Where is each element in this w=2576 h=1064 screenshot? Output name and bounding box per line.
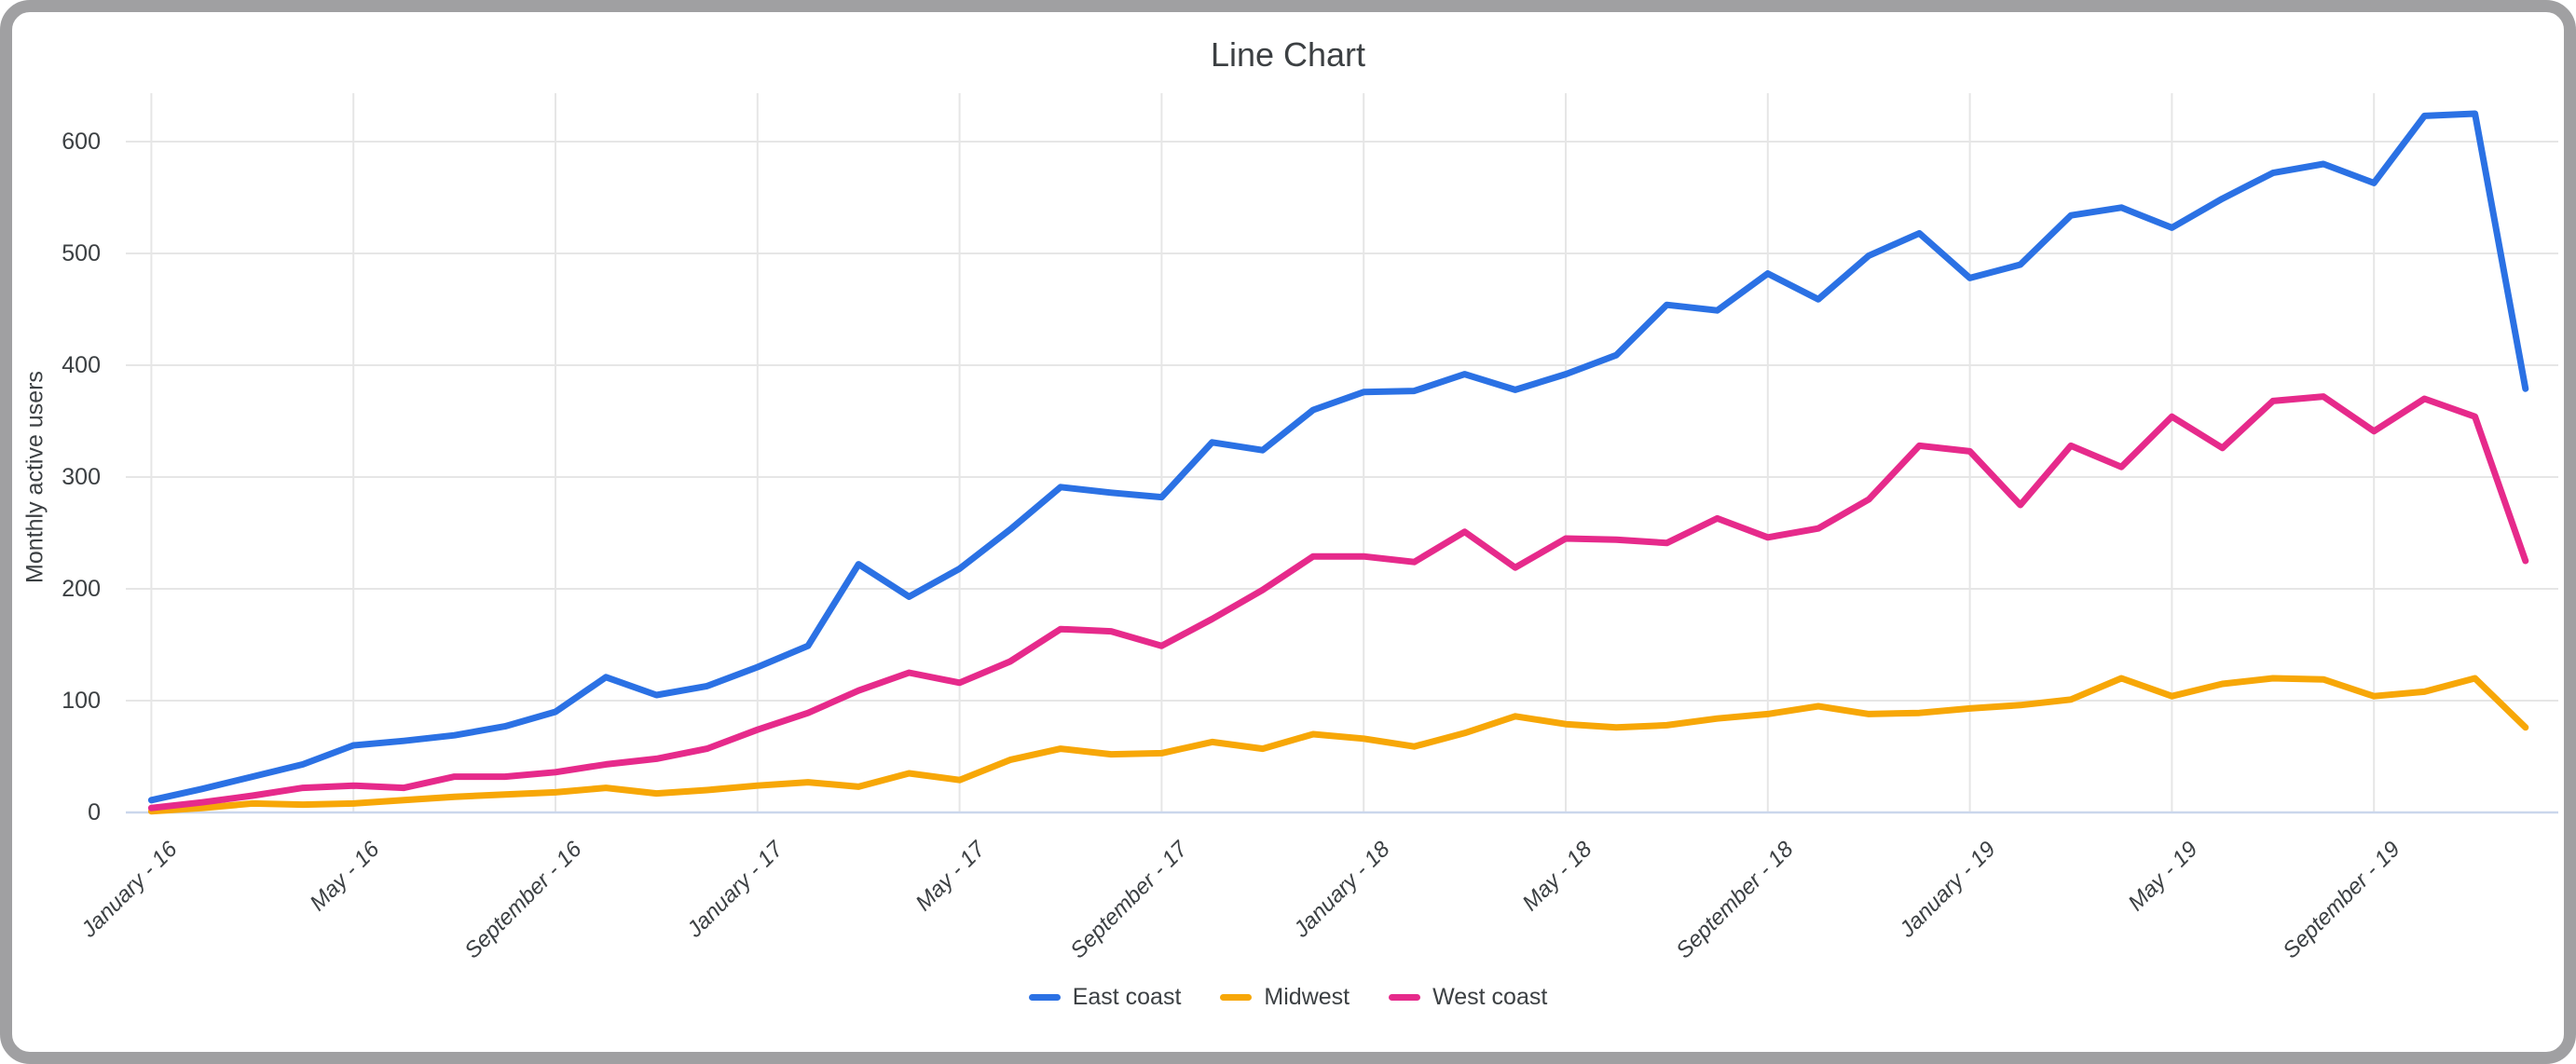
legend-swatch xyxy=(1220,994,1253,1001)
y-tick-label: 0 xyxy=(88,799,101,825)
legend-swatch xyxy=(1028,994,1061,1001)
legend-item-west-coast[interactable]: West coast xyxy=(1389,984,1547,1011)
legend: East coast Midwest West coast xyxy=(0,984,2576,1011)
chart-title: Line Chart xyxy=(1210,35,1366,74)
y-tick-label: 400 xyxy=(62,352,101,378)
legend-label: West coast xyxy=(1432,984,1548,1010)
y-tick-label: 300 xyxy=(62,464,101,490)
y-tick-label: 100 xyxy=(62,688,101,714)
legend-label: East coast xyxy=(1072,984,1182,1010)
series-line-midwest xyxy=(147,675,2529,815)
legend-swatch xyxy=(1389,994,1421,1001)
y-tick-label: 600 xyxy=(62,129,101,155)
y-tick-label: 200 xyxy=(62,576,101,602)
y-tick-label: 500 xyxy=(62,240,101,266)
legend-item-midwest[interactable]: Midwest xyxy=(1220,984,1350,1011)
legend-item-east-coast[interactable]: East coast xyxy=(1028,984,1182,1011)
legend-label: Midwest xyxy=(1264,984,1350,1010)
series-line-east-coast xyxy=(147,110,2529,804)
series-line-west-coast xyxy=(147,393,2529,812)
